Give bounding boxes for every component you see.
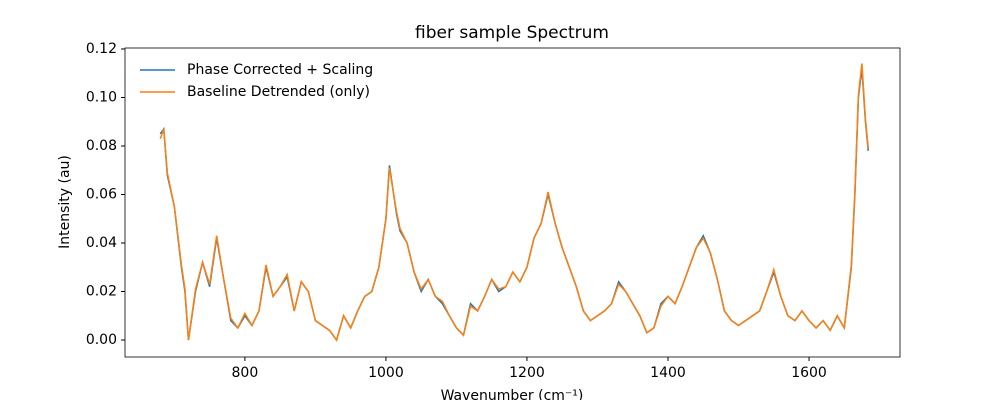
y-tick-label: 0.02 — [86, 284, 117, 300]
y-tick-label: 0.10 — [86, 89, 117, 105]
y-axis-label: Intensity (au) — [57, 155, 73, 249]
series-line — [159, 63, 870, 342]
chart-title: fiber sample Spectrum — [415, 23, 609, 43]
x-tick-label: 800 — [232, 365, 259, 381]
x-tick-label: 1600 — [791, 365, 827, 381]
y-tick-label: 0.04 — [86, 235, 117, 251]
legend-label: Baseline Detrended (only) — [187, 84, 370, 100]
y-tick-label: 0.06 — [86, 186, 117, 202]
x-tick-label: 1200 — [509, 365, 545, 381]
y-tick-label: 0.12 — [86, 41, 117, 57]
legend-label: Phase Corrected + Scaling — [187, 62, 373, 78]
x-tick-label: 1400 — [650, 365, 686, 381]
x-tick-label: 1000 — [368, 365, 404, 381]
x-axis-label: Wavenumber (cm⁻¹) — [441, 388, 584, 400]
y-tick-label: 0.08 — [86, 138, 117, 154]
plot-frame — [124, 47, 901, 358]
y-tick-label: 0.00 — [86, 332, 117, 348]
